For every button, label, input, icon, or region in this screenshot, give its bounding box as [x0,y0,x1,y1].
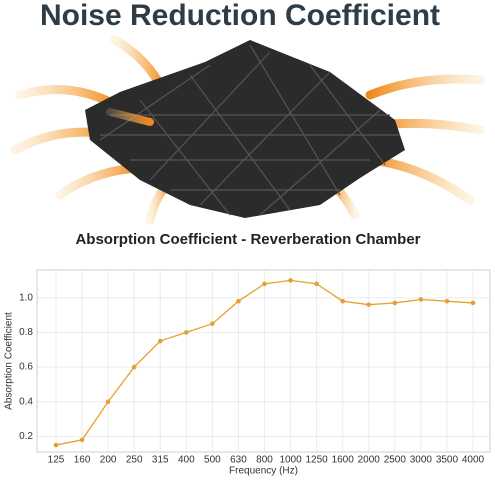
data-point [340,298,345,304]
y-tick-label: 0.8 [19,327,33,338]
y-tick-label: 1.0 [19,292,33,303]
plot-frame [36,269,491,453]
x-tick-label: 125 [48,455,65,466]
x-tick-label: 3000 [410,455,433,466]
data-point [288,278,293,283]
data-point [184,330,189,335]
data-point [470,300,476,306]
data-point [262,281,267,287]
title: Noise Reduction Coefficient [40,0,440,32]
data-point [131,364,137,370]
y-axis-label: Absorption Coefficient [4,312,15,410]
x-tick-label: 315 [152,455,169,466]
data-point [53,442,59,448]
x-tick-label: 500 [204,455,221,466]
x-tick-label: 160 [74,455,91,466]
data-point [236,298,241,304]
subtitle: Absorption Coefficient - Reverberation C… [75,231,420,248]
x-tick-label: 3500 [436,455,459,466]
x-axis-label: Frequency (Hz) [229,466,298,477]
x-tick-label: 400 [178,455,195,466]
data-point [105,399,111,405]
y-tick-label: 0.6 [19,362,33,373]
x-tick-label: 1000 [279,455,302,466]
x-tick-label: 1600 [332,455,355,466]
x-tick-label: 630 [230,455,247,466]
x-tick-label: 200 [100,455,117,466]
data-point [157,338,163,344]
y-tick-label: 0.4 [19,396,33,407]
data-point [314,281,319,287]
data-point [210,321,215,327]
x-tick-label: 250 [126,455,143,466]
data-point [79,437,85,443]
data-point [418,297,424,302]
data-point [444,298,450,304]
x-tick-label: 800 [256,455,273,466]
data-point [392,300,398,306]
product-illustration [10,35,485,225]
x-tick-label: 2500 [384,455,407,466]
x-tick-label: 4000 [462,455,485,466]
data-point [366,302,372,307]
x-tick-label: 2000 [358,455,381,466]
y-tick-label: 0.2 [19,431,33,442]
chart: 125 160 200 250 315 400 500 630 800 1000 1250 1600 2… [4,269,491,477]
x-tick-label: 1250 [306,455,329,466]
